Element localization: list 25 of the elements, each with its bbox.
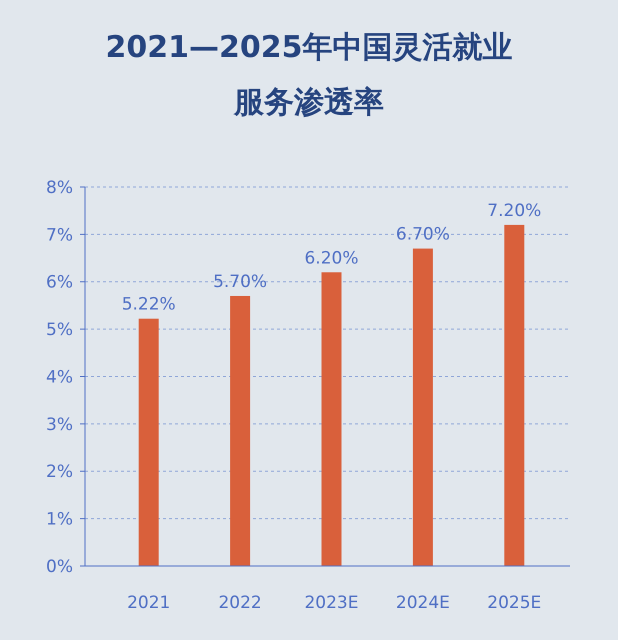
y-tick-label: 7% (46, 225, 73, 246)
x-tick-label: 2021 (127, 593, 170, 613)
data-label: 5.70% (213, 272, 268, 292)
y-tick-label: 0% (46, 556, 73, 577)
bar (504, 224, 524, 566)
y-tick-label: 4% (46, 367, 73, 388)
bar (322, 272, 342, 566)
data-label: 6.70% (396, 224, 450, 245)
bar (412, 248, 433, 566)
data-label: 7.20% (487, 200, 542, 221)
x-tick-label: 2023E (304, 593, 359, 613)
y-tick-label: 8% (46, 178, 73, 198)
y-tick-label: 1% (46, 510, 73, 530)
x-tick-label: 2022 (218, 593, 262, 613)
bar (230, 296, 250, 566)
x-tick-label: 2025E (487, 593, 542, 613)
y-tick-label: 6% (46, 272, 73, 293)
chart-title: 2021—2025年中国灵活就业服务渗透率 (106, 30, 512, 120)
data-label: 6.20% (304, 248, 359, 268)
y-tick-label: 2% (46, 462, 73, 482)
y-tick-label: 5% (46, 320, 73, 340)
data-label: 5.22% (122, 294, 176, 315)
x-tick-label: 2024E (396, 593, 450, 613)
y-tick-label: 3% (46, 414, 73, 435)
bar (138, 318, 159, 566)
